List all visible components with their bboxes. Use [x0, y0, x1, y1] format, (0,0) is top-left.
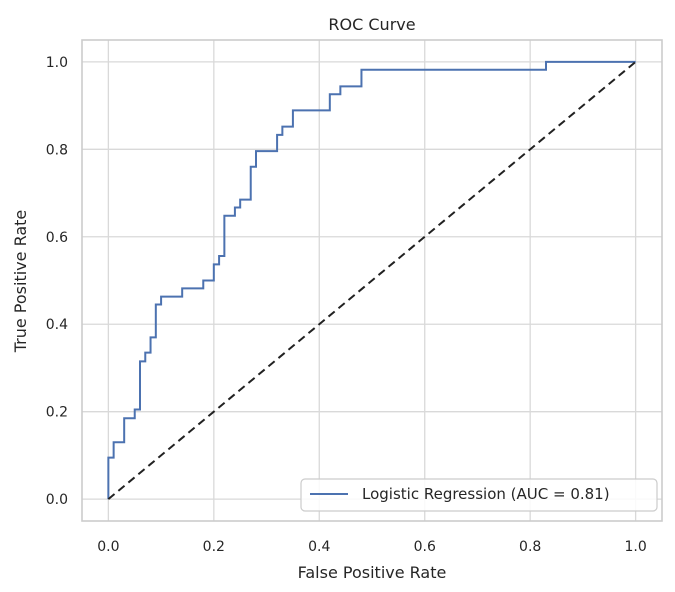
- series-layer: [107, 60, 637, 500]
- x-axis-label: False Positive Rate: [298, 563, 447, 582]
- grid: [82, 40, 662, 521]
- chart-title: ROC Curve: [328, 15, 415, 34]
- x-tick-labels: 0.0 0.2 0.4 0.6 0.8 1.0: [97, 539, 647, 555]
- x-tick-label: 0.6: [414, 539, 436, 555]
- y-tick-label: 0.0: [46, 492, 68, 508]
- plot-frame: [81, 39, 663, 522]
- x-tick-label: 0.8: [519, 539, 541, 555]
- x-tick-label: 1.0: [625, 539, 647, 555]
- y-tick-label: 1.0: [46, 55, 68, 71]
- x-tick-label: 0.4: [308, 539, 330, 555]
- y-axis-label: True Positive Rate: [11, 210, 30, 354]
- x-tick-label: 0.2: [203, 539, 225, 555]
- legend-box: [300, 478, 658, 512]
- legend-label-logistic-regression: Logistic Regression (AUC = 0.81): [362, 485, 610, 503]
- chance-diagonal-line: [107, 61, 637, 500]
- y-tick-label: 0.2: [46, 405, 68, 421]
- y-tick-labels: 0.0 0.2 0.4 0.6 0.8 1.0: [46, 55, 68, 508]
- y-tick-label: 0.6: [46, 230, 68, 246]
- legend: Logistic Regression (AUC = 0.81): [300, 478, 658, 512]
- roc-curve-line: [107, 60, 636, 500]
- y-tick-label: 0.4: [46, 317, 68, 333]
- y-tick-label: 0.8: [46, 142, 68, 158]
- x-tick-label: 0.0: [97, 539, 119, 555]
